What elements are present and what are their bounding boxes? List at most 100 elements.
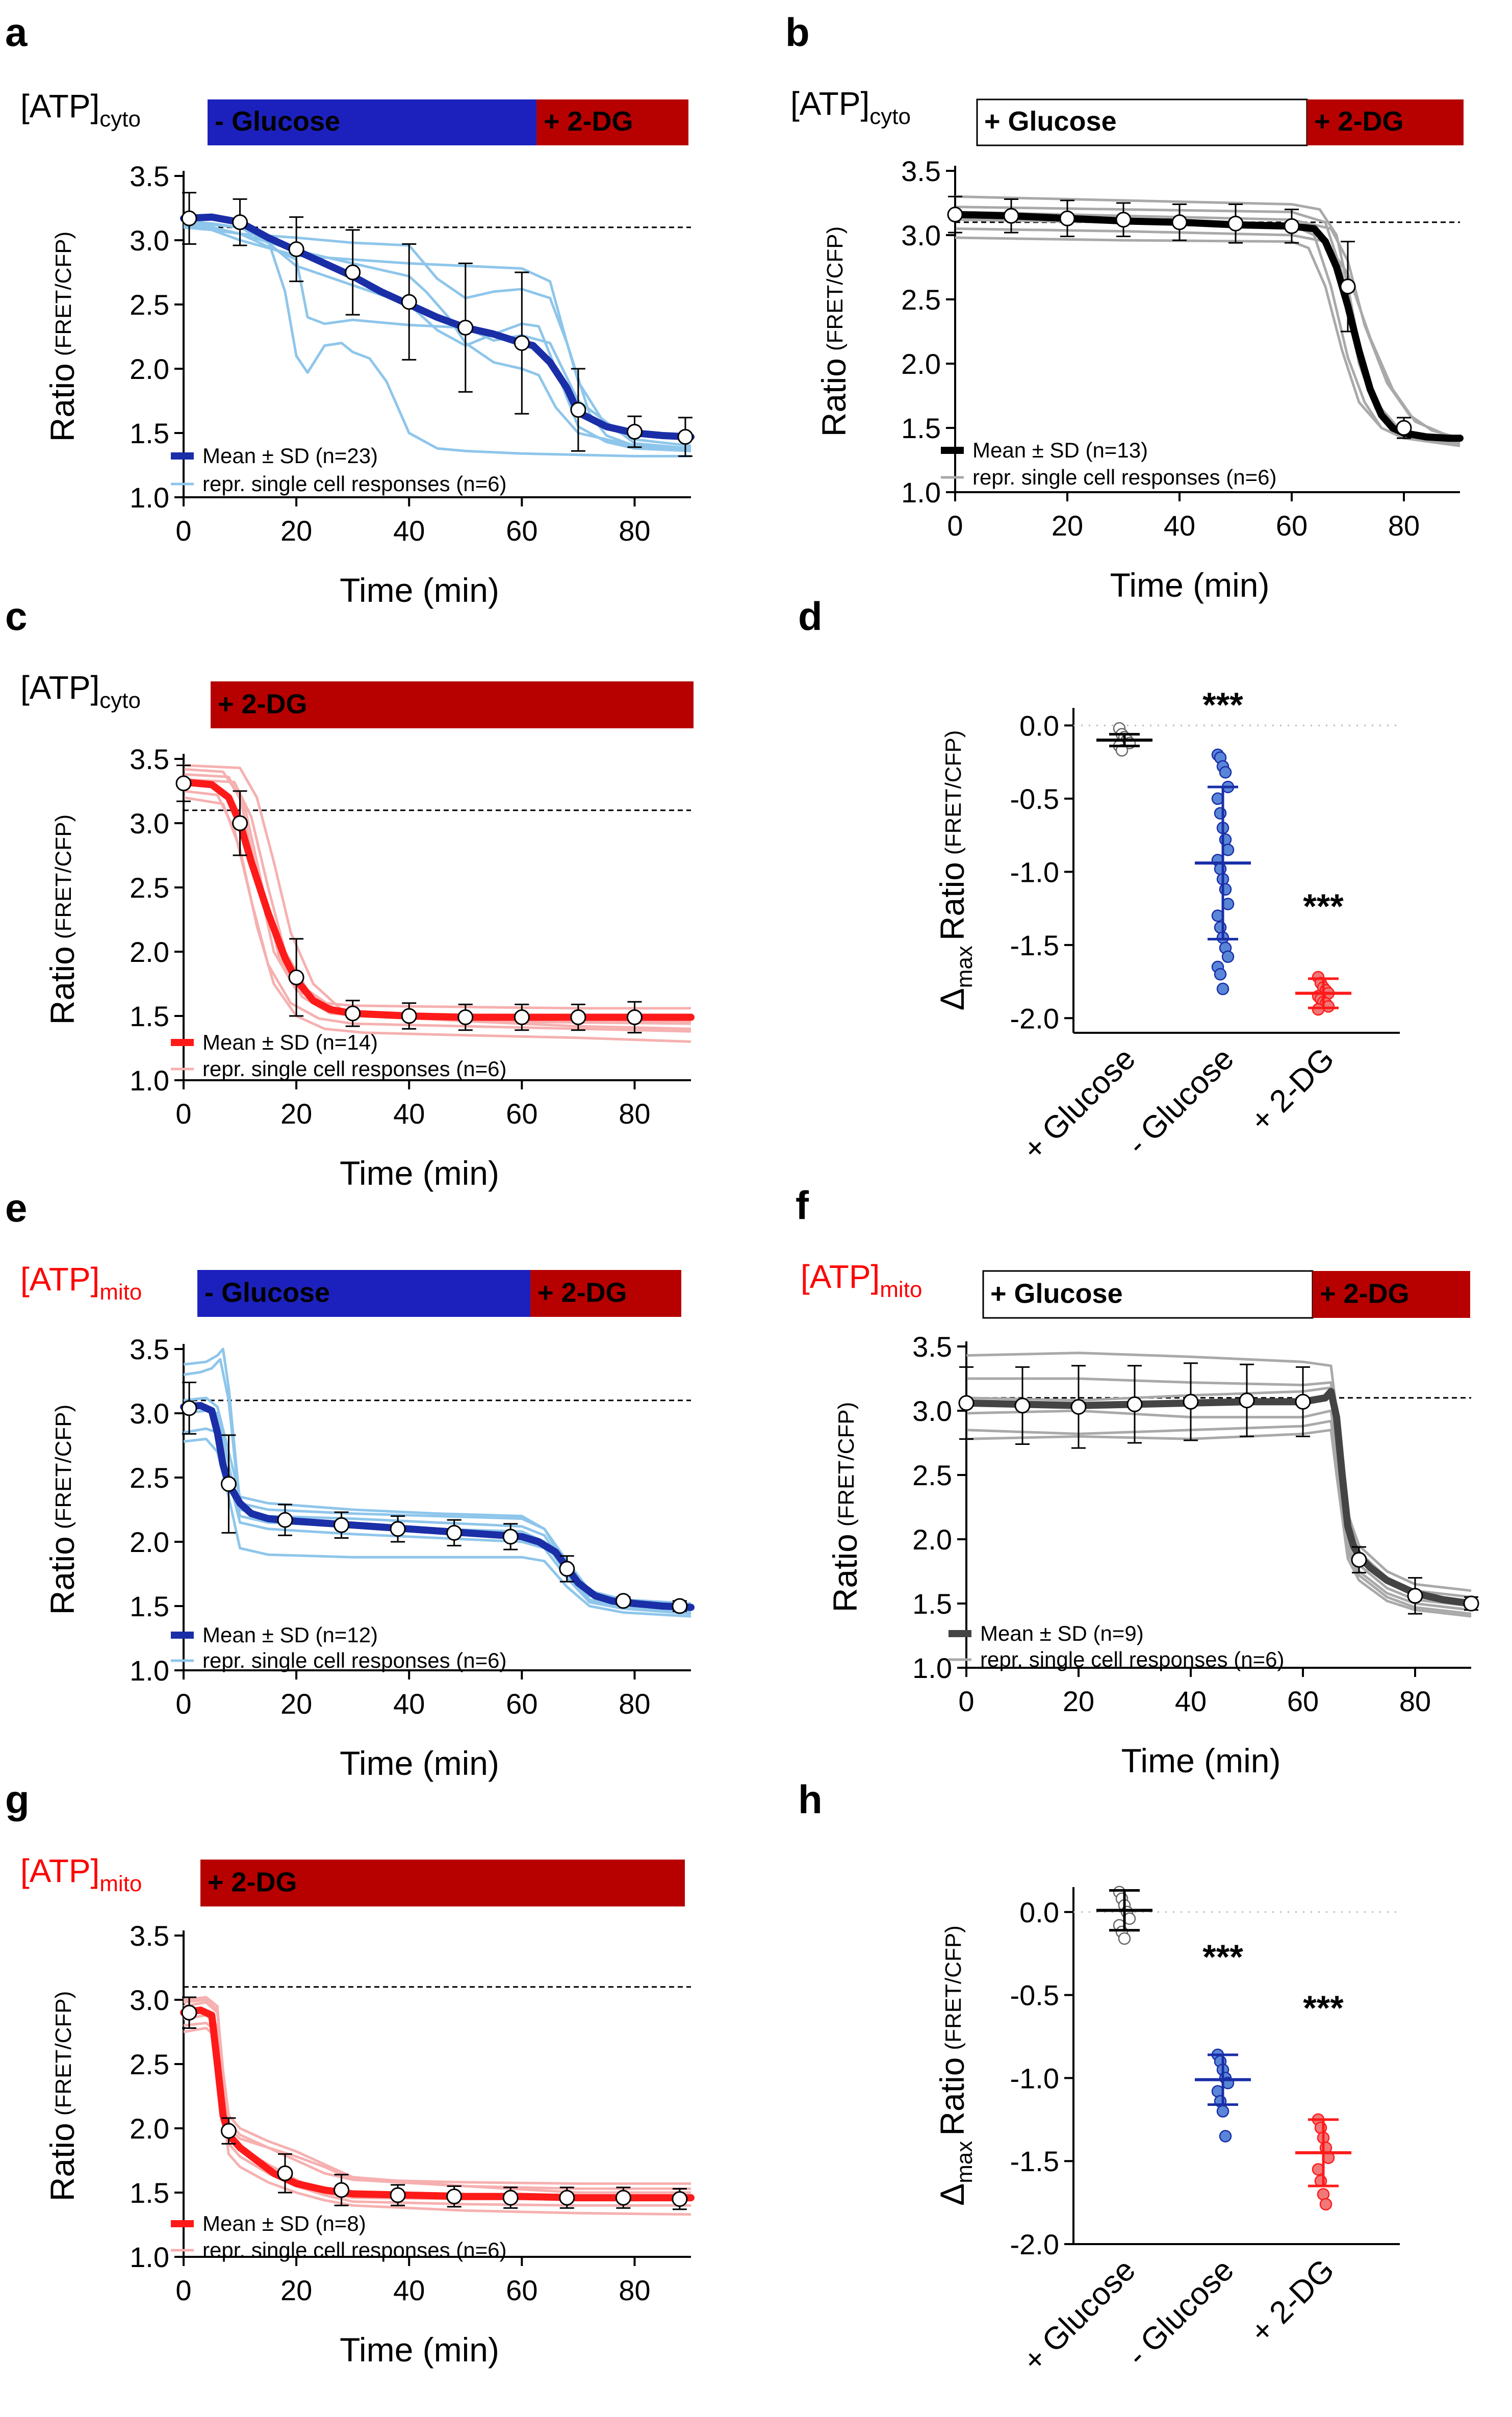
y-axis-label: Ratio (FRET/CFP) bbox=[815, 226, 853, 437]
y-axis-label-max: max bbox=[952, 2141, 977, 2183]
x-tick-label: 80 bbox=[1388, 510, 1420, 542]
treatment-bar-glucose bbox=[197, 1270, 530, 1317]
treatment-bar-2dg bbox=[1307, 99, 1464, 145]
x-axis-label: Time (min) bbox=[340, 1744, 499, 1782]
y-axis-label-main: Ratio bbox=[815, 358, 853, 437]
treatment-label-2dg: + 2-DG bbox=[537, 1278, 627, 1308]
category-label: - Glucose bbox=[1120, 2252, 1240, 2373]
mean-marker bbox=[1295, 1393, 1311, 1410]
compartment-label-main: [ATP] bbox=[790, 85, 869, 122]
legend-single-label: repr. single cell responses (n=6) bbox=[980, 1647, 1284, 1671]
single-cell-trace bbox=[183, 219, 691, 452]
mean-marker bbox=[1239, 1392, 1255, 1409]
single-cell-trace bbox=[183, 226, 691, 452]
mean-marker bbox=[677, 429, 694, 445]
single-cell-trace bbox=[183, 223, 691, 450]
panel-letter: g bbox=[5, 1777, 30, 1822]
compartment-label-sub: cyto bbox=[99, 107, 141, 132]
x-tick-label: 40 bbox=[393, 1688, 425, 1720]
single-cell-trace bbox=[183, 2014, 691, 2201]
treatment-label-2dg: + 2-DG bbox=[1320, 1279, 1410, 1309]
treatment-bar-glucose bbox=[982, 1270, 1314, 1319]
y-tick-label: 1.0 bbox=[130, 1655, 169, 1687]
treatment-label-glucose: - Glucose bbox=[204, 1278, 330, 1308]
panel-f: f [ATP]mito + Glucose + 2-DG 3.5 3.0 2.5 2.0 1.5… bbox=[796, 1183, 1479, 1779]
panel-letter: h bbox=[798, 1777, 823, 1822]
panel-h: h 0.0 -0.5 -1.0 -1.5 -2.0 Δmax Ratio (FRET/CFP) +… bbox=[798, 1777, 1400, 2379]
y-tick-label: 3.0 bbox=[130, 1397, 169, 1430]
y-tick-label: 2.0 bbox=[901, 348, 941, 380]
y-axis-label: Ratio (FRET/CFP) bbox=[826, 1402, 864, 1612]
compartment-label-sub: mito bbox=[99, 1871, 142, 1896]
x-tick-label: 80 bbox=[619, 1098, 650, 1130]
treatment-label-glucose: - Glucose bbox=[215, 106, 340, 137]
x-tick-label: 80 bbox=[619, 515, 650, 547]
mean-trace bbox=[963, 1388, 1475, 1607]
treatment-label-2dg: + 2-DG bbox=[544, 106, 633, 137]
mean-marker bbox=[1407, 1588, 1423, 1604]
treatment-bar-2dg bbox=[211, 681, 694, 728]
y-axis-label-sub: (FRET/CFP) bbox=[823, 226, 848, 351]
mean-marker bbox=[277, 2165, 293, 2181]
compartment-label-main: [ATP] bbox=[20, 669, 99, 706]
x-tick-label: 40 bbox=[393, 515, 425, 547]
mean-marker bbox=[390, 1521, 406, 1537]
mean-marker bbox=[1115, 212, 1132, 228]
category-label: + 2-DG bbox=[1244, 2252, 1341, 2350]
y-tick-label: 2.5 bbox=[901, 284, 941, 316]
y-tick-label: 3.5 bbox=[130, 1333, 169, 1365]
significance-label: *** bbox=[1303, 1989, 1344, 2027]
mean-marker bbox=[232, 815, 248, 831]
y-tick-label: 3.0 bbox=[901, 219, 941, 251]
panel-a: a [ATP]cyto - Glucose + 2-DG 3.5 3.0 2.5 2.0 1.5… bbox=[5, 10, 695, 609]
compartment-label-main: [ATP] bbox=[801, 1258, 880, 1295]
mean-trace bbox=[180, 778, 695, 1021]
single-cell-trace bbox=[183, 778, 691, 1025]
mean-marker bbox=[181, 1400, 197, 1416]
category-label: + Glucose bbox=[1016, 2252, 1142, 2378]
y-axis-label-main: Ratio bbox=[43, 363, 81, 442]
y-tick-label: -0.5 bbox=[1010, 1979, 1060, 2012]
y-tick-label: 2.5 bbox=[130, 872, 169, 904]
legend-single-label: repr. single cell responses (n=6) bbox=[972, 465, 1276, 489]
y-axis-label-main: Ratio bbox=[43, 2123, 81, 2201]
compartment-label-sub: mito bbox=[880, 1277, 922, 1302]
legend-mean-label: Mean ± SD (n=8) bbox=[202, 2211, 366, 2235]
x-tick-label: 0 bbox=[947, 510, 963, 542]
y-tick-label: 1.5 bbox=[130, 2177, 169, 2209]
single-cell-trace bbox=[966, 1386, 1472, 1608]
mean-marker bbox=[1351, 1551, 1367, 1568]
mean-marker bbox=[1003, 208, 1019, 224]
legend-single-label: repr. single cell responses (n=6) bbox=[202, 472, 506, 496]
data-point bbox=[1214, 862, 1227, 875]
y-tick-label: 2.5 bbox=[130, 2048, 169, 2080]
mean-marker bbox=[502, 2190, 519, 2206]
x-axis-label: Time (min) bbox=[1110, 566, 1270, 604]
data-point bbox=[1319, 2198, 1332, 2211]
x-tick-label: 40 bbox=[393, 2274, 425, 2306]
x-tick-label: 80 bbox=[1399, 1685, 1431, 1717]
treatment-label-2dg: + 2-DG bbox=[208, 1867, 297, 1898]
data-point bbox=[1219, 833, 1232, 846]
single-cell-trace bbox=[183, 221, 691, 457]
compartment-label-main: [ATP] bbox=[20, 1852, 99, 1889]
mean-trace bbox=[180, 1402, 695, 1611]
mean-marker bbox=[1014, 1397, 1031, 1414]
y-tick-label: 1.5 bbox=[901, 412, 941, 444]
y-tick-label: 1.5 bbox=[130, 1000, 169, 1032]
y-tick-label: 2.0 bbox=[912, 1523, 952, 1556]
y-tick-label: 1.5 bbox=[130, 1590, 169, 1622]
compartment-label-main: [ATP] bbox=[20, 1261, 99, 1297]
legend-mean-label: Mean ± SD (n=14) bbox=[202, 1030, 378, 1054]
y-axis-label-sub: (FRET/CFP) bbox=[941, 730, 966, 855]
single-cell-trace bbox=[183, 1358, 691, 1610]
legend-single-label: repr. single cell responses (n=6) bbox=[202, 1057, 506, 1081]
mean-marker bbox=[1396, 420, 1412, 436]
mean-marker bbox=[502, 1529, 519, 1545]
y-tick-label: 3.0 bbox=[912, 1395, 952, 1427]
x-tick-label: 20 bbox=[280, 2274, 312, 2306]
treatment-label-glucose: + Glucose bbox=[990, 1279, 1123, 1309]
y-tick-label: 3.5 bbox=[130, 743, 169, 775]
y-axis-label-main: Ratio bbox=[43, 946, 81, 1025]
mean-marker bbox=[288, 241, 304, 258]
